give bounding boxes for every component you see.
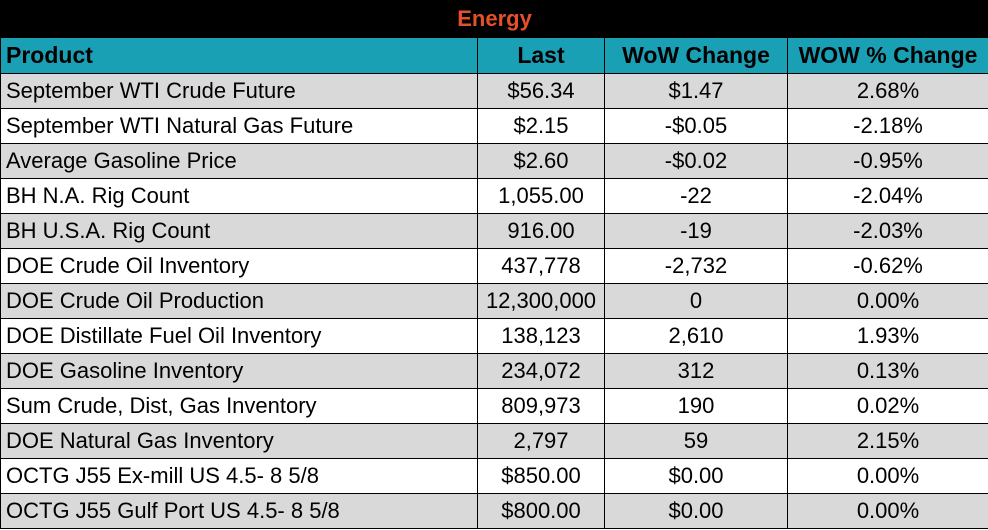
cell-wow-pct-change: -0.95% [786, 143, 988, 179]
header-wow-pct-change: WOW % Change [786, 37, 988, 74]
table-title-row: Energy [0, 0, 988, 38]
table-body: September WTI Crude Future $56.34 $1.47 2.6… [0, 73, 988, 529]
cell-last: 234,072 [477, 353, 605, 389]
cell-wow-pct-change: 2.68% [786, 73, 988, 109]
cell-wow-pct-change: -2.03% [786, 213, 988, 249]
cell-product: DOE Crude Oil Inventory [0, 248, 478, 284]
cell-wow-change: -2,732 [604, 248, 788, 284]
header-last: Last [477, 37, 605, 74]
table-row: DOE Natural Gas Inventory 2,797 59 2.15% [0, 423, 988, 459]
cell-wow-change: $1.47 [604, 73, 788, 109]
cell-wow-change: -22 [604, 178, 788, 214]
cell-product: Sum Crude, Dist, Gas Inventory [0, 388, 478, 424]
table-row: BH U.S.A. Rig Count 916.00 -19 -2.03% [0, 213, 988, 249]
cell-wow-change: $0.00 [604, 458, 788, 494]
cell-last: 437,778 [477, 248, 605, 284]
cell-wow-pct-change: -2.18% [786, 108, 988, 144]
table-row: DOE Distillate Fuel Oil Inventory 138,123… [0, 318, 988, 354]
cell-product: BH N.A. Rig Count [0, 178, 478, 214]
cell-product: September WTI Natural Gas Future [0, 108, 478, 144]
table-row: September WTI Crude Future $56.34 $1.47 2.6… [0, 73, 988, 109]
table-row: DOE Crude Oil Inventory 437,778 -2,732 -0.6… [0, 248, 988, 284]
table-row: DOE Gasoline Inventory 234,072 312 0.13% [0, 353, 988, 389]
cell-wow-change: $0.00 [604, 493, 788, 529]
cell-last: 1,055.00 [477, 178, 605, 214]
cell-last: $2.60 [477, 143, 605, 179]
cell-wow-pct-change: 0.02% [786, 388, 988, 424]
table-row: September WTI Natural Gas Future $2.15 -$0… [0, 108, 988, 144]
cell-wow-change: -19 [604, 213, 788, 249]
cell-wow-pct-change: 2.15% [786, 423, 988, 459]
cell-last: 809,973 [477, 388, 605, 424]
header-wow-change: WoW Change [604, 37, 788, 74]
cell-last: $56.34 [477, 73, 605, 109]
cell-last: 138,123 [477, 318, 605, 354]
cell-wow-pct-change: 0.00% [786, 493, 988, 529]
cell-last: 12,300,000 [477, 283, 605, 319]
cell-last: $800.00 [477, 493, 605, 529]
cell-wow-pct-change: 0.00% [786, 458, 988, 494]
cell-last: $850.00 [477, 458, 605, 494]
cell-wow-change: 0 [604, 283, 788, 319]
cell-product: BH U.S.A. Rig Count [0, 213, 478, 249]
table-title: Energy [0, 0, 988, 38]
cell-wow-pct-change: 1.93% [786, 318, 988, 354]
cell-wow-change: -$0.05 [604, 108, 788, 144]
table-row: OCTG J55 Gulf Port US 4.5- 8 5/8 $800.00 $… [0, 493, 988, 529]
table-row: OCTG J55 Ex-mill US 4.5- 8 5/8 $850.00 $0.… [0, 458, 988, 494]
cell-wow-change: -$0.02 [604, 143, 788, 179]
cell-last: $2.15 [477, 108, 605, 144]
cell-wow-pct-change: 0.00% [786, 283, 988, 319]
cell-product: DOE Distillate Fuel Oil Inventory [0, 318, 478, 354]
table-header-row: Product Last WoW Change WOW % Change [0, 37, 988, 74]
table-row: DOE Crude Oil Production 12,300,000 0 0.00% [0, 283, 988, 319]
cell-product: DOE Gasoline Inventory [0, 353, 478, 389]
cell-product: DOE Crude Oil Production [0, 283, 478, 319]
cell-wow-pct-change: -2.04% [786, 178, 988, 214]
cell-wow-change: 190 [604, 388, 788, 424]
cell-product: Average Gasoline Price [0, 143, 478, 179]
cell-product: OCTG J55 Gulf Port US 4.5- 8 5/8 [0, 493, 478, 529]
table-row: Average Gasoline Price $2.60 -$0.02 -0.95% [0, 143, 988, 179]
cell-last: 916.00 [477, 213, 605, 249]
cell-wow-change: 2,610 [604, 318, 788, 354]
table-row: BH N.A. Rig Count 1,055.00 -22 -2.04% [0, 178, 988, 214]
cell-wow-pct-change: -0.62% [786, 248, 988, 284]
cell-product: DOE Natural Gas Inventory [0, 423, 478, 459]
cell-wow-change: 59 [604, 423, 788, 459]
cell-last: 2,797 [477, 423, 605, 459]
table-row: Sum Crude, Dist, Gas Inventory 809,973 190… [0, 388, 988, 424]
cell-product: OCTG J55 Ex-mill US 4.5- 8 5/8 [0, 458, 478, 494]
cell-wow-pct-change: 0.13% [786, 353, 988, 389]
cell-product: September WTI Crude Future [0, 73, 478, 109]
header-product: Product [0, 37, 478, 74]
cell-wow-change: 312 [604, 353, 788, 389]
